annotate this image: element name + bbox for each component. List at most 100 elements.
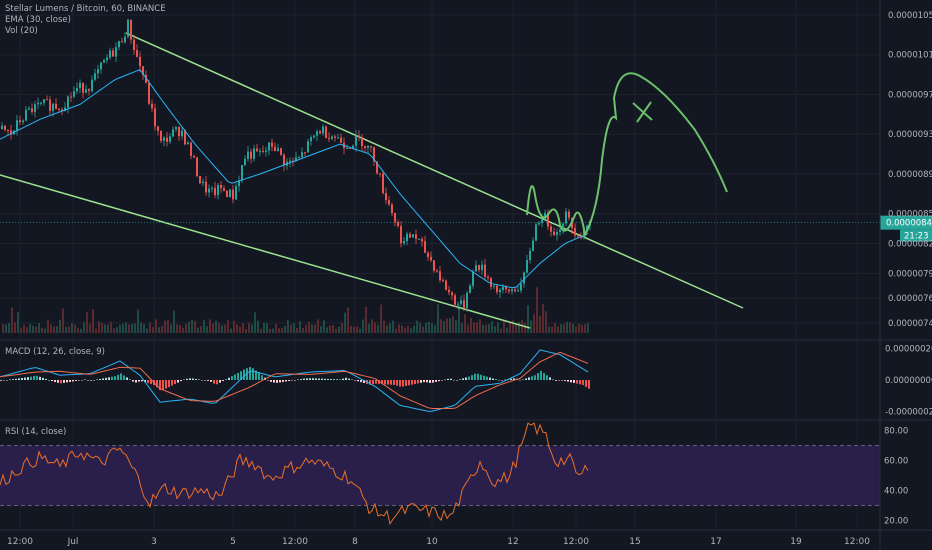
lower-trendline[interactable] bbox=[0, 174, 531, 329]
candle-body bbox=[58, 108, 60, 110]
volume-bar bbox=[563, 324, 565, 333]
x-tick-label: 10 bbox=[426, 537, 438, 547]
macd-histogram-bar bbox=[378, 380, 380, 384]
volume-bar bbox=[35, 326, 37, 333]
volume-bar bbox=[41, 327, 43, 333]
candle-body bbox=[514, 289, 516, 292]
macd-histogram-bar bbox=[288, 380, 290, 381]
macd-histogram-bar bbox=[84, 379, 86, 381]
volume-bar bbox=[506, 327, 508, 333]
symbol-title[interactable]: Stellar Lumens / Bitcoin, 60, BINANCE bbox=[5, 4, 166, 14]
volume-bar bbox=[581, 324, 583, 333]
volume-bar bbox=[452, 316, 454, 333]
macd-histogram-bar bbox=[501, 380, 503, 381]
candle-body bbox=[316, 131, 318, 136]
volume-bar bbox=[167, 320, 169, 333]
volume-bar bbox=[257, 320, 259, 333]
volume-bar bbox=[413, 325, 415, 333]
volume-bar bbox=[221, 325, 223, 333]
volume-bar bbox=[389, 323, 391, 333]
candle-body bbox=[130, 19, 132, 40]
macd-histogram-bar bbox=[222, 380, 224, 382]
macd-histogram-bar bbox=[372, 380, 374, 385]
hand-drawing[interactable] bbox=[526, 72, 728, 239]
volume-bar bbox=[302, 327, 304, 333]
volume-bar bbox=[329, 325, 331, 333]
candle-body bbox=[577, 235, 579, 237]
macd-histogram-bar bbox=[384, 380, 386, 385]
volume-bar bbox=[185, 323, 187, 333]
candle-body bbox=[199, 176, 201, 184]
candle-body bbox=[145, 75, 147, 83]
candle-body bbox=[151, 103, 153, 109]
macd-y-tick-label: -0.00000020 bbox=[885, 408, 932, 418]
volume-bar bbox=[383, 320, 385, 333]
volume-bar bbox=[311, 324, 313, 333]
volume-bar bbox=[212, 323, 214, 333]
volume-bar bbox=[194, 320, 196, 333]
candle-body bbox=[520, 283, 522, 291]
rsi-pane bbox=[0, 422, 880, 526]
volume-bar bbox=[59, 319, 61, 333]
volume-bar bbox=[545, 311, 547, 333]
volume-bar bbox=[407, 325, 409, 333]
candle-body bbox=[313, 135, 315, 138]
upper-trendline[interactable] bbox=[125, 32, 744, 309]
volume-bar bbox=[176, 324, 178, 333]
volume-bar bbox=[266, 323, 268, 333]
volume-bar bbox=[524, 322, 526, 333]
candle-body bbox=[271, 142, 273, 147]
macd-histogram-bar bbox=[495, 379, 497, 380]
macd-histogram-bar bbox=[219, 380, 221, 383]
candle-body bbox=[64, 107, 66, 112]
macd-histogram-bar bbox=[360, 380, 362, 383]
candle-body bbox=[547, 212, 549, 227]
volume-bar bbox=[8, 323, 10, 333]
macd-histogram-bar bbox=[492, 378, 494, 380]
candle-body bbox=[253, 148, 255, 159]
volume-bar bbox=[116, 327, 118, 333]
candle-body bbox=[544, 212, 546, 220]
candle-body bbox=[364, 146, 366, 148]
volume-bar bbox=[482, 324, 484, 333]
volume-bar bbox=[566, 321, 568, 333]
macd-legend[interactable]: MACD (12, 26, close, 9) bbox=[5, 347, 105, 357]
candle-body bbox=[118, 41, 120, 48]
volume-bar bbox=[299, 321, 301, 333]
macd-histogram-bar bbox=[540, 370, 542, 380]
candle-body bbox=[262, 150, 264, 152]
macd-histogram-bar bbox=[504, 379, 506, 381]
volume-bar bbox=[242, 323, 244, 333]
macd-histogram-bar bbox=[402, 380, 404, 387]
candle-body bbox=[142, 66, 144, 76]
candle-body bbox=[298, 157, 300, 159]
macd-histogram-bar bbox=[123, 375, 125, 380]
macd-histogram-bar bbox=[525, 378, 527, 380]
drawing-x-mark[interactable] bbox=[632, 101, 653, 123]
macd-histogram-bar bbox=[39, 376, 41, 380]
ema-legend[interactable]: EMA (30, close) bbox=[5, 15, 71, 25]
macd-histogram-bar bbox=[576, 380, 578, 384]
candle-body bbox=[565, 211, 567, 224]
macd-histogram-bar bbox=[432, 380, 434, 383]
macd-histogram-bar bbox=[522, 379, 524, 381]
candle-body bbox=[157, 126, 159, 131]
drawing-projection-curve[interactable] bbox=[526, 72, 728, 239]
volume-bar bbox=[494, 326, 496, 333]
volume-bar bbox=[578, 323, 580, 333]
candle-body bbox=[487, 276, 489, 279]
macd-histogram-bar bbox=[69, 380, 71, 382]
trendlines[interactable] bbox=[0, 32, 744, 329]
candle-body bbox=[481, 264, 483, 270]
rsi-legend[interactable]: RSI (14, close) bbox=[5, 427, 67, 437]
macd-histogram-bar bbox=[120, 373, 122, 380]
candle-body bbox=[451, 292, 453, 296]
volume-bar bbox=[281, 327, 283, 333]
volume-bar bbox=[416, 320, 418, 333]
volume-bar bbox=[305, 325, 307, 333]
macd-histogram-bar bbox=[138, 380, 140, 382]
candle-body bbox=[295, 157, 297, 161]
vol-legend[interactable]: Vol (20) bbox=[5, 26, 38, 36]
